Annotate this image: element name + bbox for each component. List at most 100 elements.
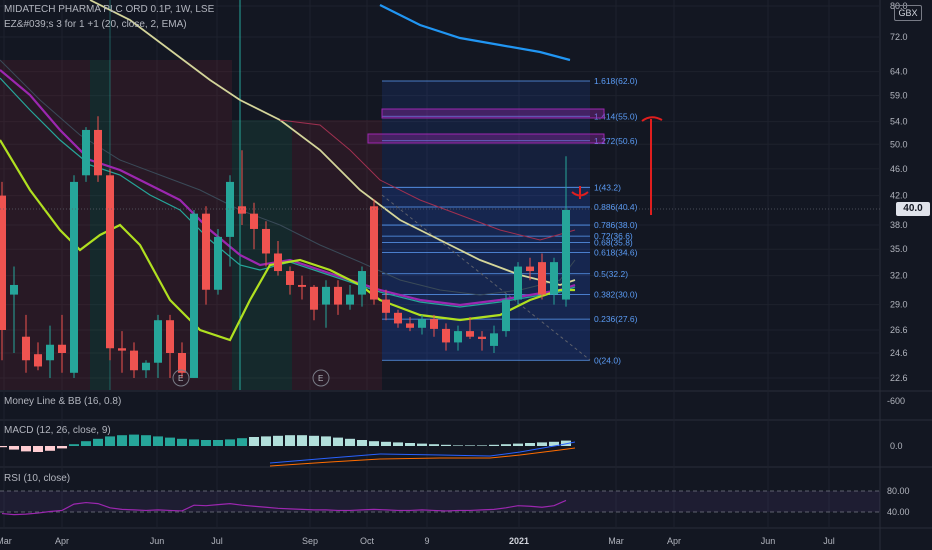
- symbol-title: MIDATECH PHARMA PLC ORD 0.1P, 1W, LSE: [4, 4, 215, 15]
- candle-body-2: [22, 336, 30, 361]
- fib-level-label-7: 0.68(35.8): [594, 238, 633, 248]
- candle-body-22: [262, 228, 270, 254]
- macd-legend: MACD (12, 26, close, 9): [4, 425, 111, 436]
- macd-bar-23: [273, 435, 283, 446]
- annotation-down-arrow: [571, 186, 589, 199]
- candle-body-10: [118, 348, 126, 351]
- fib-level-label-5: 0.786(38.0): [594, 220, 638, 230]
- price-tick-7: 42.0: [890, 191, 908, 201]
- macd-tick-0: 0.0: [890, 441, 903, 451]
- rsi-tick-0: 80.00: [887, 486, 910, 496]
- macd-title: MACD (12, 26, close, 9): [4, 425, 111, 436]
- candle-body-12: [142, 362, 150, 371]
- macd-bar-45: [537, 442, 547, 446]
- fib-level-label-6: 0.72(36.6): [594, 231, 633, 241]
- candle-body-33: [394, 312, 402, 324]
- indicator-title: EZ&#039;s 3 for 1 +1 (20, close, 2, EMA): [4, 19, 187, 30]
- macd-bar-2: [21, 446, 31, 452]
- macd-bar-38: [453, 445, 463, 446]
- bear-zone-3: [292, 120, 382, 390]
- candle-body-44: [526, 266, 534, 272]
- candle-body-5: [58, 344, 66, 353]
- rsi-line: [1, 499, 567, 516]
- x-axis-label-1: Apr: [55, 536, 69, 546]
- macd-bar-11: [129, 434, 139, 446]
- x-axis-label-5: Oct: [360, 536, 375, 546]
- candle-body-14: [166, 320, 174, 353]
- resistance-zone-55: [381, 108, 605, 119]
- macd-bar-43: [513, 443, 523, 446]
- price-tick-6: 46.0: [890, 164, 908, 174]
- price-tick-12: 26.6: [890, 325, 908, 335]
- price-tick-8: 38.0: [890, 220, 908, 230]
- macd-bar-6: [69, 444, 79, 446]
- candle-body-31: [370, 206, 378, 300]
- macd-line: [269, 441, 576, 464]
- candle-body-36: [430, 319, 438, 329]
- fib-level-label-10: 0.382(30.0): [594, 290, 638, 300]
- candle-body-4: [46, 344, 54, 361]
- macd-bar-44: [525, 443, 535, 446]
- candle-body-42: [502, 299, 510, 332]
- annotation-arrow-head: [641, 116, 663, 122]
- candle-body-15: [178, 353, 186, 373]
- candle-body-18: [214, 236, 222, 290]
- candle-body-25: [298, 284, 306, 287]
- macd-bar-22: [261, 436, 271, 446]
- price-tick-11: 29.0: [890, 300, 908, 310]
- macd-bar-27: [321, 436, 331, 446]
- macd-bar-24: [285, 435, 295, 446]
- candle-body-27: [322, 286, 330, 305]
- candle-body-38: [454, 331, 462, 343]
- candle-body-3: [34, 354, 42, 367]
- price-tick-3: 59.0: [890, 91, 908, 101]
- money-line-legend: Money Line & BB (16, 0.8): [4, 396, 121, 407]
- candle-body-28: [334, 286, 342, 305]
- currency-badge[interactable]: GBX: [894, 5, 922, 21]
- macd-bar-37: [441, 444, 451, 446]
- macd-bar-8: [93, 438, 103, 446]
- x-axis-label-3: Jul: [211, 536, 223, 546]
- candle-body-16: [190, 213, 198, 378]
- macd-bar-7: [81, 441, 91, 446]
- candle-body-30: [358, 271, 366, 295]
- macd-bar-33: [393, 442, 403, 446]
- macd-bar-3: [33, 446, 43, 452]
- candle-body-23: [274, 253, 282, 272]
- fib-level-label-3: 1(43.2): [594, 182, 621, 192]
- macd-bar-29: [345, 438, 355, 446]
- candle-body-39: [466, 331, 474, 337]
- candle-body-46: [550, 262, 558, 295]
- money-line-title: Money Line & BB (16, 0.8): [4, 396, 122, 407]
- macd-bar-17: [201, 440, 211, 446]
- price-tick-9: 35.0: [890, 244, 908, 254]
- symbol-legend: MIDATECH PHARMA PLC ORD 0.1P, 1W, LSE: [4, 4, 214, 15]
- fib-level-label-4: 0.886(40.4): [594, 202, 638, 212]
- x-axis-label-6: 9: [424, 536, 429, 546]
- macd-bar-5: [57, 446, 67, 449]
- fib-level-label-2: 1.272(50.6): [594, 136, 638, 146]
- candle-body-1: [10, 284, 18, 295]
- trend-line-dashed: [381, 194, 591, 361]
- macd-bar-26: [309, 435, 319, 446]
- earnings-marker-label-0: E: [178, 374, 183, 383]
- x-axis-label-8: Mar: [608, 536, 624, 546]
- macd-bar-21: [249, 437, 259, 446]
- price-tick-1: 72.0: [890, 32, 908, 42]
- macd-bar-14: [165, 437, 175, 446]
- macd-bar-12: [141, 435, 151, 446]
- resistance-zone-50: [367, 133, 605, 144]
- candle-body-13: [154, 320, 162, 363]
- candle-body-32: [382, 299, 390, 313]
- x-axis-label-2: Jun: [150, 536, 165, 546]
- earnings-marker-label-1: E: [318, 374, 323, 383]
- macd-bar-4: [45, 446, 55, 451]
- macd-signal-line: [269, 447, 576, 467]
- x-axis-label-10: Jun: [761, 536, 776, 546]
- x-axis-label-9: Apr: [667, 536, 681, 546]
- x-axis-label-4: Sep: [302, 536, 318, 546]
- candle-body-37: [442, 328, 450, 343]
- candle-body-34: [406, 323, 414, 328]
- macd-bar-18: [213, 440, 223, 446]
